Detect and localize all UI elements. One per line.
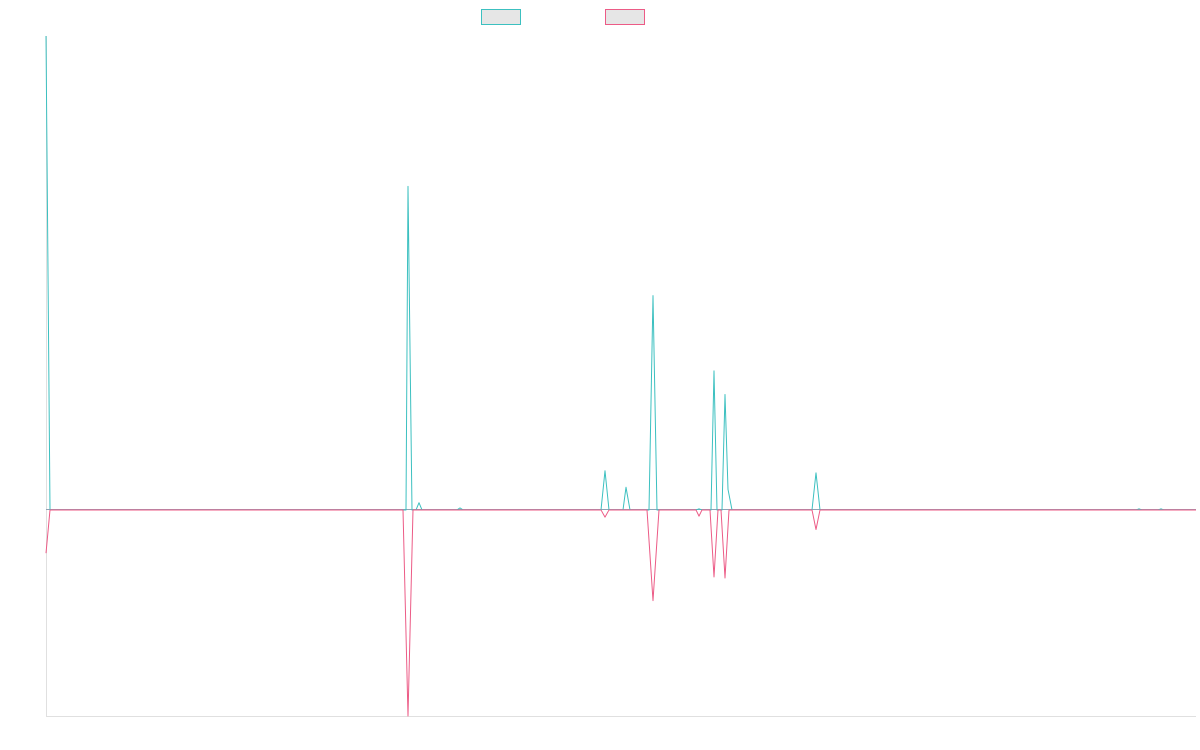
legend-swatch-series-1[interactable] [481, 9, 521, 25]
series-layer [45, 35, 1196, 717]
series-2-line[interactable] [45, 509, 1196, 717]
legend-swatch-series-2[interactable] [605, 9, 645, 25]
series-1-line[interactable] [45, 35, 1196, 511]
